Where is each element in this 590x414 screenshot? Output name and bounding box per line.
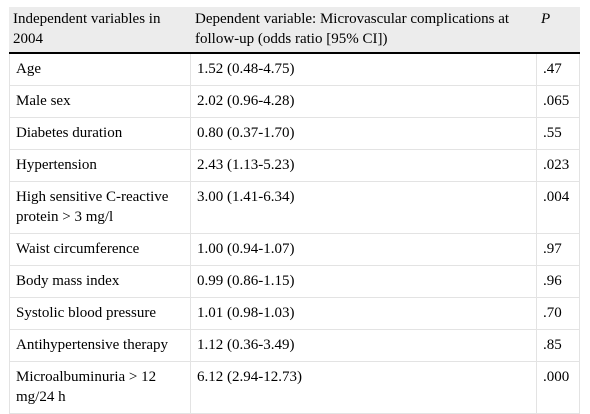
variable-cell: Male sex — [9, 86, 191, 118]
table-header-row: Independent variables in 2004 Dependent … — [9, 7, 580, 54]
variable-cell: High sensitive C-reactive protein > 3 mg… — [9, 182, 191, 234]
odds-ratio-cell: 6.12 (2.94-12.73) — [191, 362, 537, 414]
table-row: High sensitive C-reactive protein > 3 mg… — [9, 182, 580, 234]
odds-ratio-cell: 0.99 (0.86-1.15) — [191, 266, 537, 298]
table-row: Microalbuminuria > 12 mg/24 h 6.12 (2.94… — [9, 362, 580, 414]
p-value-cell: .004 — [537, 182, 580, 234]
odds-ratio-cell: 2.43 (1.13-5.23) — [191, 150, 537, 182]
table-row: Antihypertensive therapy 1.12 (0.36-3.49… — [9, 330, 580, 362]
table-row: Systolic blood pressure 1.01 (0.98-1.03)… — [9, 298, 580, 330]
p-value-cell: .97 — [537, 234, 580, 266]
table-row: Age 1.52 (0.48-4.75) .47 — [9, 54, 580, 86]
p-value-cell: .96 — [537, 266, 580, 298]
header-dependent-variable: Dependent variable: Microvascular compli… — [191, 7, 537, 54]
odds-ratio-cell: 1.52 (0.48-4.75) — [191, 54, 537, 86]
p-value-cell: .70 — [537, 298, 580, 330]
odds-ratio-cell: 3.00 (1.41-6.34) — [191, 182, 537, 234]
odds-ratio-table: Independent variables in 2004 Dependent … — [9, 7, 580, 414]
p-value-cell: .065 — [537, 86, 580, 118]
table-row: Waist circumference 1.00 (0.94-1.07) .97 — [9, 234, 580, 266]
variable-cell: Diabetes duration — [9, 118, 191, 150]
header-independent-variables: Independent variables in 2004 — [9, 7, 191, 54]
variable-cell: Systolic blood pressure — [9, 298, 191, 330]
variable-cell: Waist circumference — [9, 234, 191, 266]
header-p-value: P — [537, 7, 580, 54]
odds-ratio-cell: 2.02 (0.96-4.28) — [191, 86, 537, 118]
variable-cell: Microalbuminuria > 12 mg/24 h — [9, 362, 191, 414]
variable-cell: Hypertension — [9, 150, 191, 182]
results-table-container: Independent variables in 2004 Dependent … — [9, 7, 580, 414]
p-value-cell: .47 — [537, 54, 580, 86]
p-value-cell: .55 — [537, 118, 580, 150]
table-row: Diabetes duration 0.80 (0.37-1.70) .55 — [9, 118, 580, 150]
odds-ratio-cell: 0.80 (0.37-1.70) — [191, 118, 537, 150]
variable-cell: Antihypertensive therapy — [9, 330, 191, 362]
odds-ratio-cell: 1.00 (0.94-1.07) — [191, 234, 537, 266]
table-row: Hypertension 2.43 (1.13-5.23) .023 — [9, 150, 580, 182]
odds-ratio-cell: 1.01 (0.98-1.03) — [191, 298, 537, 330]
variable-cell: Age — [9, 54, 191, 86]
p-value-cell: .000 — [537, 362, 580, 414]
p-value-cell: .023 — [537, 150, 580, 182]
table-row: Male sex 2.02 (0.96-4.28) .065 — [9, 86, 580, 118]
p-value-cell: .85 — [537, 330, 580, 362]
odds-ratio-cell: 1.12 (0.36-3.49) — [191, 330, 537, 362]
variable-cell: Body mass index — [9, 266, 191, 298]
table-row: Body mass index 0.99 (0.86-1.15) .96 — [9, 266, 580, 298]
